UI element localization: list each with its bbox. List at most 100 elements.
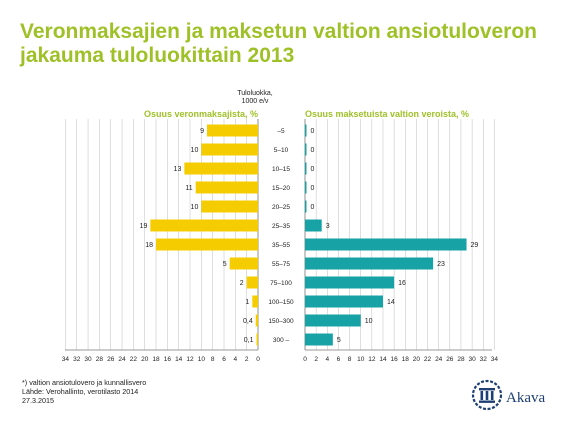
right-bar bbox=[305, 124, 307, 137]
left-axis-tick-label: 34 bbox=[62, 356, 70, 363]
right-bar-value-label: 0 bbox=[311, 185, 315, 192]
right-axis-tick-label: 30 bbox=[468, 356, 476, 363]
left-axis-tick-label: 4 bbox=[234, 356, 238, 363]
right-bar bbox=[305, 295, 383, 308]
right-axis-tick-label: 10 bbox=[357, 356, 365, 363]
left-bar bbox=[255, 314, 258, 327]
right-bar-value-label: 0 bbox=[311, 204, 315, 211]
left-bar-value-label: 0,1 bbox=[244, 337, 254, 344]
left-series-title: Osuus veronmaksajista, % bbox=[144, 109, 258, 119]
left-bar-value-label: 10 bbox=[191, 147, 199, 154]
left-axis-tick-label: 24 bbox=[118, 356, 126, 363]
left-bar bbox=[256, 333, 258, 346]
right-axis-tick-label: 22 bbox=[424, 356, 432, 363]
left-bar bbox=[201, 200, 258, 213]
right-bar bbox=[305, 314, 361, 327]
right-axis-tick-label: 14 bbox=[379, 356, 387, 363]
right-bar-value-label: 16 bbox=[398, 280, 406, 287]
right-axis-tick-label: 0 bbox=[303, 356, 307, 363]
category-label: 55–75 bbox=[272, 261, 290, 268]
right-bar bbox=[305, 276, 395, 289]
left-bar bbox=[229, 257, 258, 270]
left-axis-tick-label: 12 bbox=[186, 356, 194, 363]
left-bar bbox=[150, 219, 258, 232]
category-label: 5–10 bbox=[274, 147, 289, 154]
left-axis-tick-label: 10 bbox=[198, 356, 206, 363]
right-bar-value-label: 10 bbox=[365, 318, 373, 325]
right-bar bbox=[305, 162, 307, 175]
category-label: 15–20 bbox=[272, 185, 290, 192]
left-bar-value-label: 11 bbox=[185, 185, 192, 192]
left-bar bbox=[207, 124, 258, 137]
date-line: 27.3.2015 bbox=[22, 396, 54, 405]
right-axis-tick-label: 28 bbox=[457, 356, 465, 363]
chart-title-line-1: Veronmaksajien ja maksetun valtion ansio… bbox=[20, 20, 538, 43]
left-axis-tick-label: 28 bbox=[96, 356, 104, 363]
right-axis-tick-label: 24 bbox=[435, 356, 443, 363]
right-axis-tick-label: 2 bbox=[314, 356, 318, 363]
right-axis-tick-label: 4 bbox=[325, 356, 329, 363]
right-axis-tick-label: 20 bbox=[413, 356, 421, 363]
right-bar bbox=[305, 333, 333, 346]
right-bar-value-label: 5 bbox=[337, 337, 341, 344]
right-bar bbox=[305, 143, 307, 156]
right-bar-value-label: 14 bbox=[387, 299, 395, 306]
category-label: 75–100 bbox=[270, 280, 292, 287]
left-axis-tick-label: 16 bbox=[164, 356, 172, 363]
columns-emblem-icon bbox=[471, 379, 503, 411]
left-axis-tick-label: 0 bbox=[256, 356, 260, 363]
left-axis-tick-label: 14 bbox=[175, 356, 183, 363]
right-bar bbox=[305, 219, 322, 232]
right-bar-value-label: 0 bbox=[311, 128, 315, 135]
right-bar-value-label: 23 bbox=[437, 261, 445, 268]
right-axis-tick-label: 26 bbox=[446, 356, 454, 363]
right-axis-tick-label: 6 bbox=[337, 356, 341, 363]
category-label: 35–55 bbox=[272, 242, 290, 249]
right-bar bbox=[305, 257, 434, 270]
right-series-title: Osuus maksetuista valtion veroista, % bbox=[305, 109, 469, 119]
left-bar-value-label: 13 bbox=[174, 166, 182, 173]
category-label: 25–35 bbox=[272, 223, 290, 230]
right-bar bbox=[305, 238, 467, 251]
right-axis-tick-label: 16 bbox=[391, 356, 399, 363]
right-bar bbox=[305, 181, 307, 194]
category-label: 100–150 bbox=[268, 299, 294, 306]
grid-layer bbox=[65, 119, 495, 351]
left-bar-value-label: 5 bbox=[223, 261, 227, 268]
left-axis-tick-label: 8 bbox=[211, 356, 215, 363]
left-bar-value-label: 19 bbox=[140, 223, 148, 230]
right-axis-tick-label: 8 bbox=[348, 356, 352, 363]
right-bar-value-label: 29 bbox=[471, 242, 479, 249]
left-axis-tick-label: 32 bbox=[73, 356, 81, 363]
left-axis-tick-label: 30 bbox=[84, 356, 92, 363]
chart-text-layer: Tuloluokka, 1000 e/v Osuus veronmaksajis… bbox=[62, 90, 499, 363]
category-header-line-2: 1000 e/v bbox=[242, 98, 269, 105]
left-bar bbox=[184, 162, 258, 175]
category-label: 150–300 bbox=[268, 318, 294, 325]
right-axis-tick-label: 34 bbox=[491, 356, 499, 363]
right-bar bbox=[305, 200, 307, 213]
right-bar-value-label: 0 bbox=[311, 166, 315, 173]
akava-logo: Akava bbox=[471, 379, 545, 411]
left-bar bbox=[246, 276, 258, 289]
logo-wordmark: Akava bbox=[506, 390, 545, 406]
footer: *) valtion ansiotulovero ja kunnallisver… bbox=[22, 378, 146, 405]
left-axis-tick-label: 2 bbox=[245, 356, 249, 363]
right-axis-tick-label: 18 bbox=[402, 356, 410, 363]
butterfly-bar-chart: Tuloluokka, 1000 e/v Osuus veronmaksajis… bbox=[62, 90, 499, 363]
right-axis-tick-label: 12 bbox=[368, 356, 376, 363]
left-bar bbox=[195, 181, 258, 194]
category-label: 10–15 bbox=[272, 166, 290, 173]
left-axis-tick-label: 22 bbox=[130, 356, 138, 363]
chart-title-line-2: jakauma tuloluokittain 2013 bbox=[20, 44, 295, 67]
left-axis-tick-label: 20 bbox=[141, 356, 149, 363]
category-header-line-1: Tuloluokka, bbox=[237, 90, 273, 97]
left-bar-value-label: 10 bbox=[191, 204, 199, 211]
left-bar-value-label: 2 bbox=[240, 280, 244, 287]
left-bar bbox=[252, 295, 258, 308]
left-axis-tick-label: 6 bbox=[222, 356, 226, 363]
left-bar-value-label: 9 bbox=[200, 128, 204, 135]
left-bar-value-label: 18 bbox=[145, 242, 153, 249]
source-line: Lähde: Verohallinto, verotilasto 2014 bbox=[22, 387, 139, 396]
left-axis-tick-label: 26 bbox=[107, 356, 115, 363]
